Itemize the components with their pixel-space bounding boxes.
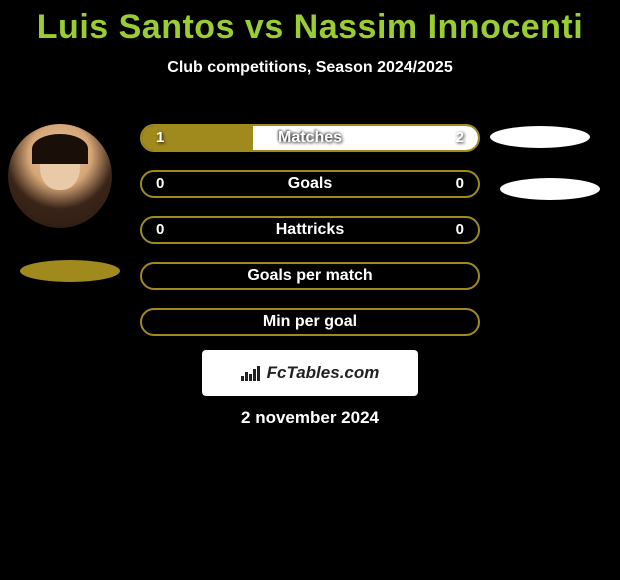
stat-value-left: 1 [156,126,164,150]
stat-value-left: 0 [156,172,164,196]
stat-rows: Matches12Goals00Hattricks00Goals per mat… [140,124,480,354]
player-right-token-2 [500,178,600,200]
stat-value-right: 2 [456,126,464,150]
player-left-token [20,260,120,282]
date-text: 2 november 2024 [0,408,620,428]
stat-label: Goals [142,172,478,196]
player-left-avatar [8,124,112,228]
stat-label: Min per goal [142,310,478,334]
subtitle: Club competitions, Season 2024/2025 [0,59,620,77]
stat-row: Goals0 0 [140,170,480,198]
comparison-card: Luis Santos vs Nassim Innocenti Club com… [0,0,620,580]
player-right-token-1 [490,126,590,148]
watermark-text: FcTables.com [267,363,380,383]
stat-label: Goals per match [142,264,478,288]
stat-value-right: 0 [456,218,464,242]
bar-chart-icon [241,365,261,381]
stat-value-right: 0 [456,172,464,196]
stat-label: Matches [142,126,478,150]
stat-label: Hattricks [142,218,478,242]
stat-row: Matches1 2 [140,124,480,152]
stat-row: Goals per match [140,262,480,290]
page-title: Luis Santos vs Nassim Innocenti [0,0,620,47]
stat-value-left: 0 [156,218,164,242]
stat-row: Min per goal [140,308,480,336]
stat-row: Hattricks0 0 [140,216,480,244]
watermark: FcTables.com [202,350,418,396]
